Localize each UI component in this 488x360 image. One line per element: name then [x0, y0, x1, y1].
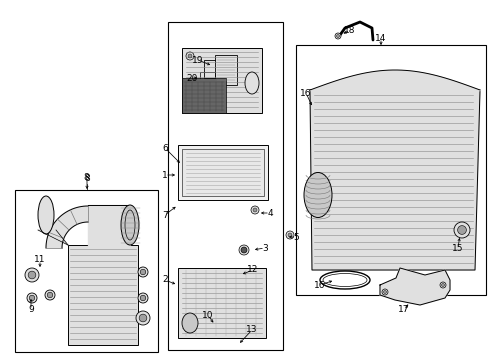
Circle shape	[287, 233, 291, 237]
Text: 17: 17	[397, 306, 409, 315]
Polygon shape	[38, 230, 68, 245]
Circle shape	[250, 206, 259, 214]
Polygon shape	[309, 90, 479, 270]
Circle shape	[25, 268, 39, 282]
Polygon shape	[379, 268, 449, 305]
Text: 18: 18	[344, 26, 355, 35]
Text: 9: 9	[28, 306, 34, 315]
Circle shape	[241, 248, 246, 252]
Polygon shape	[88, 205, 130, 245]
Bar	[178, 145, 267, 200]
Circle shape	[28, 271, 36, 279]
Ellipse shape	[38, 196, 54, 234]
Bar	[215, 55, 237, 85]
Circle shape	[185, 52, 194, 60]
Text: 11: 11	[34, 256, 46, 265]
Text: 12: 12	[247, 266, 258, 274]
Circle shape	[336, 35, 339, 37]
Circle shape	[285, 231, 293, 239]
Circle shape	[136, 311, 150, 325]
Circle shape	[239, 245, 248, 255]
Text: 10: 10	[202, 310, 213, 320]
Circle shape	[334, 33, 340, 39]
Circle shape	[441, 284, 444, 287]
Circle shape	[439, 282, 445, 288]
Circle shape	[252, 208, 257, 212]
Ellipse shape	[304, 172, 331, 217]
Ellipse shape	[121, 205, 139, 245]
Text: 1: 1	[162, 171, 167, 180]
Circle shape	[381, 289, 387, 295]
Polygon shape	[46, 206, 88, 248]
Bar	[182, 149, 264, 196]
Bar	[178, 268, 265, 338]
Circle shape	[29, 295, 35, 301]
Circle shape	[457, 226, 466, 234]
Polygon shape	[200, 72, 215, 80]
Text: 7: 7	[162, 211, 167, 220]
Text: 20: 20	[186, 73, 197, 82]
Text: 8: 8	[83, 173, 89, 182]
Text: 6: 6	[162, 144, 167, 153]
Circle shape	[140, 269, 145, 275]
Circle shape	[140, 295, 145, 301]
Text: 13: 13	[246, 325, 257, 334]
Circle shape	[138, 293, 148, 303]
Bar	[182, 48, 262, 113]
Text: 2: 2	[162, 275, 167, 284]
Text: 4: 4	[266, 208, 272, 217]
Text: 5: 5	[292, 233, 298, 242]
Ellipse shape	[244, 72, 259, 94]
Bar	[68, 245, 138, 345]
Text: 3: 3	[262, 243, 267, 252]
Text: 14: 14	[375, 33, 386, 42]
Circle shape	[453, 222, 469, 238]
Text: 16: 16	[300, 89, 311, 98]
Bar	[168, 22, 283, 350]
Circle shape	[383, 291, 386, 293]
Text: 8: 8	[84, 174, 90, 183]
Text: 19: 19	[192, 55, 203, 64]
Circle shape	[187, 54, 192, 58]
Ellipse shape	[182, 313, 198, 333]
Circle shape	[139, 314, 146, 322]
Text: 16: 16	[314, 280, 325, 289]
Bar	[182, 78, 225, 113]
Text: 15: 15	[451, 243, 463, 252]
Circle shape	[47, 292, 53, 298]
Bar	[295, 45, 485, 295]
Circle shape	[27, 293, 37, 303]
Circle shape	[241, 247, 246, 253]
Circle shape	[138, 267, 148, 277]
Bar	[15, 190, 158, 352]
Circle shape	[45, 290, 55, 300]
